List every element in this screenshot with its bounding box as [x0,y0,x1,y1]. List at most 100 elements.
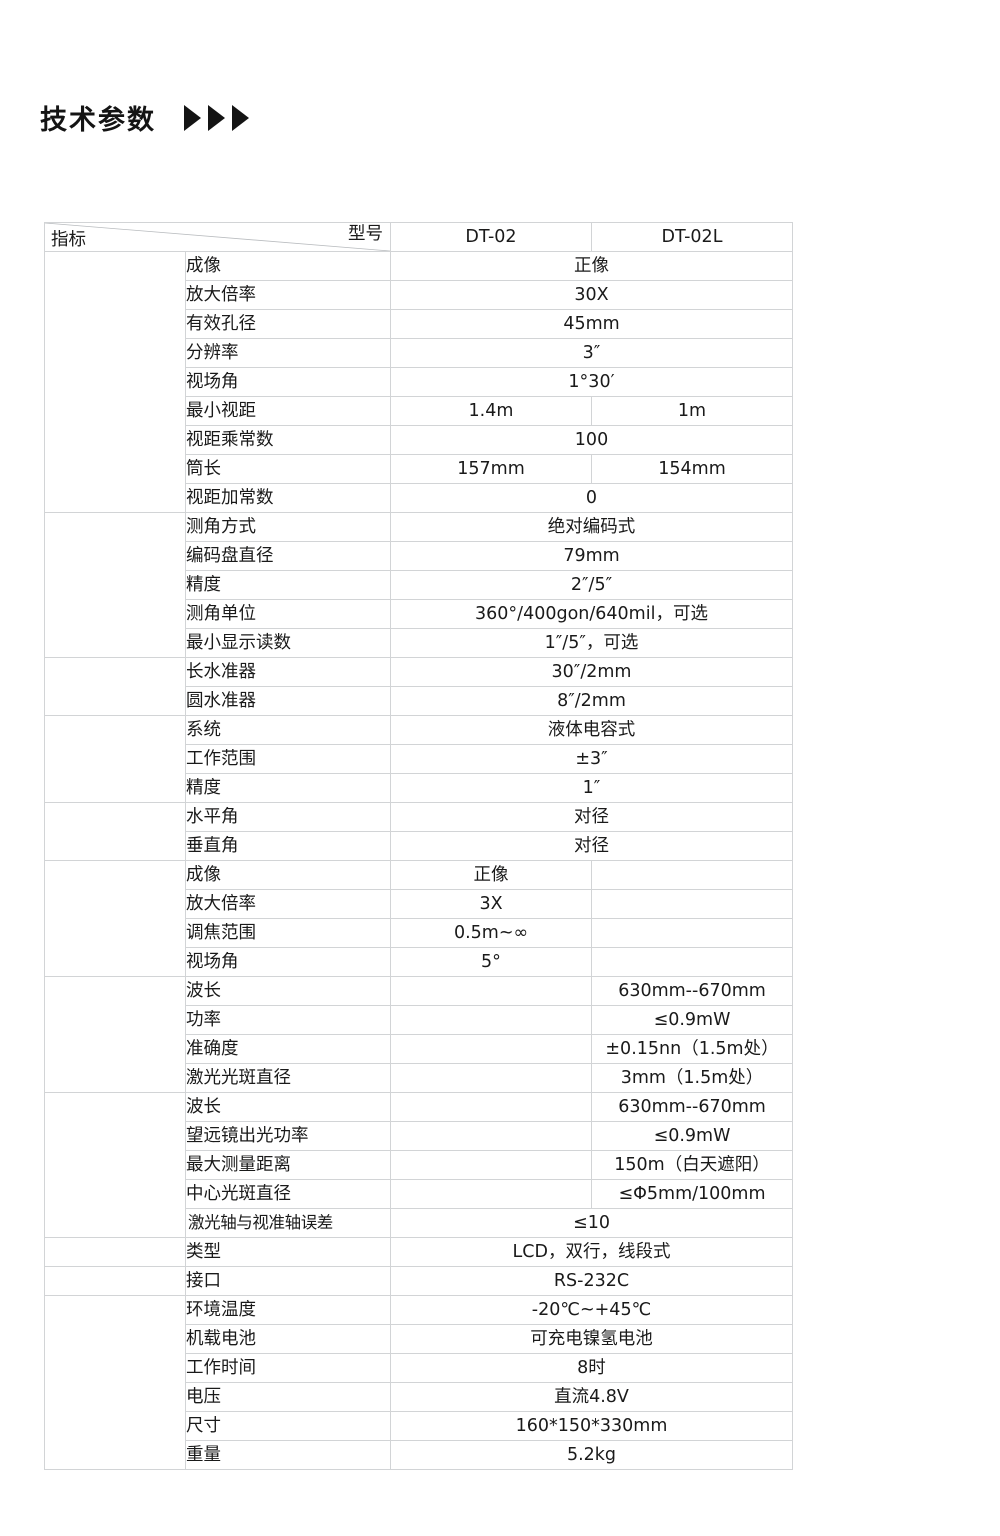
spec-value-shared: 0 [390,483,793,513]
spec-item-label: 调焦范围 [185,918,391,948]
spec-value-shared: 360°/400gon/640mil，可选 [390,599,793,629]
spec-item-label: 分辨率 [185,338,391,368]
spec-value-shared: 液体电容式 [390,715,793,745]
spec-item-label: 有效孔径 [185,309,391,339]
spec-value-shared: 绝对编码式 [390,512,793,542]
group-label-cell: 物理特征 [44,1295,186,1470]
header-corner-cell: 指标 型号 [44,222,391,252]
spec-item-label: 长水准器 [185,657,391,687]
header-diagonal-divider [45,223,390,251]
group-label-cell: 激光管技 术指标 [44,1092,186,1238]
spec-value-dt02 [390,1179,592,1209]
group-label-cell: 望远镜 [44,251,186,513]
spec-value-dt02l [591,918,793,948]
spec-table-container: 指标 型号 DT-02 DT-02L 望远镜 成像 正像 放大倍率 30X 有效孔径 45mm 分辨率… [44,222,793,1470]
spec-value-shared: 30″/2mm [390,657,793,687]
spec-item-label: 工作范围 [185,744,391,774]
spec-value-shared: 79mm [390,541,793,571]
table-row: 测角单位 360°/400gon/640mil，可选 [45,599,793,629]
spec-value-dt02 [390,976,592,1006]
table-row: 工作时间 8时 [45,1353,793,1383]
spec-value-shared: 30X [390,280,793,310]
spec-item-label: 最小显示读数 [185,628,391,658]
spec-item-label: 放大倍率 [185,280,391,310]
model-column-header-2: DT-02L [591,222,793,252]
spec-item-label: 望远镜出光功率 [185,1121,391,1151]
model-column-header-1: DT-02 [390,222,592,252]
spec-value-shared: 2″/5″ [390,570,793,600]
table-row: 调焦范围 0.5m~∞ [45,918,793,948]
spec-value-dt02 [390,1121,592,1151]
spec-value-shared: ≤10 [390,1208,793,1238]
spec-item-label: 类型 [185,1237,391,1267]
spec-value-shared: 可充电镍氢电池 [390,1324,793,1354]
group-label-cell: 光学对中器 [44,860,186,977]
table-row: 尺寸 160*150*330mm [45,1411,793,1441]
table-row: 工作范围 ±3″ [45,744,793,774]
table-row: 重量 5.2kg [45,1440,793,1470]
table-row: 自动垂直 补偿器 系统 液体电容式 [44,715,793,803]
table-row: 最小显示读数 1″/5″，可选 [45,628,793,658]
spec-value-dt02l: ±0.15nn（1.5m处） [591,1034,793,1064]
spec-value-shared: 45mm [390,309,793,339]
spec-value-shared: LCD，双行，线段式 [390,1237,793,1267]
spec-item-label: 波长 [185,976,391,1006]
spec-value-dt02 [390,1150,592,1180]
spec-value-dt02: 正像 [390,860,592,890]
table-row: 放大倍率 30X [45,280,793,310]
spec-item-label: 最大测量距离 [185,1150,391,1180]
spec-table: 指标 型号 DT-02 DT-02L 望远镜 成像 正像 放大倍率 30X 有效孔径 45mm 分辨率… [44,222,793,1470]
table-row: 精度 1″ [45,773,793,803]
spec-value-shared: 160*150*330mm [390,1411,793,1441]
spec-value-dt02l: 150m（白天遮阳） [591,1150,793,1180]
table-row: 望远镜 成像 正像 [44,251,793,513]
spec-value-shared: 5.2kg [390,1440,793,1470]
spec-value-shared: RS-232C [390,1266,793,1296]
table-header-row: 指标 型号 DT-02 DT-02L [44,222,793,252]
group-label-cell: 激光对中器 [44,976,186,1093]
spec-value-dt02l: 154mm [591,454,793,484]
spec-value-dt02: 1.4m [390,396,592,426]
group-label-cell: 测角部分 [44,512,186,658]
spec-item-label: 成像 [185,860,391,890]
table-row: 筒长 157mm 154mm [45,454,793,484]
spec-item-label: 垂直角 [185,831,391,861]
spec-value-dt02 [390,1034,592,1064]
table-row: 视场角 5° [45,947,793,977]
spec-value-shared: -20℃~+45℃ [390,1295,793,1325]
spec-item-label: 接口 [185,1266,391,1296]
group-label-cell: 自动垂直 补偿器 [44,715,186,803]
table-row: 功率 ≤0.9mW [45,1005,793,1035]
spec-value-shared: 1°30′ [390,367,793,397]
spec-item-label: 视场角 [185,367,391,397]
spec-item-label: 精度 [185,773,391,803]
spec-item-label: 筒长 [185,454,391,484]
table-row: 测角部分 测角方式 绝对编码式 [44,512,793,658]
group-label-cell: 数据输入输出 [44,1266,186,1296]
triangle-right-icon [208,104,225,131]
table-row: 激光对中器 波长 630mm--670mm [44,976,793,1093]
table-row: 显示器 类型 LCD，双行，线段式 [44,1237,793,1267]
spec-item-label: 精度 [185,570,391,600]
spec-item-label: 成像 [185,251,391,281]
table-row: 望远镜出光功率 ≤0.9mW [45,1121,793,1151]
spec-item-label: 尺寸 [185,1411,391,1441]
table-row: 水准器 长水准器 30″/2mm [44,657,793,716]
spec-item-label: 系统 [185,715,391,745]
spec-value-shared: 8″/2mm [390,686,793,716]
spec-value-dt02l: ≤0.9mW [591,1121,793,1151]
group-label-cell: 显示器 [44,1237,186,1267]
table-row: 编码盘直径 79mm [45,541,793,571]
spec-value-dt02: 5° [390,947,592,977]
spec-item-label: 视场角 [185,947,391,977]
spec-value-dt02: 0.5m~∞ [390,918,592,948]
triangle-right-icon [184,104,201,131]
spec-value-shared: 对径 [390,802,793,832]
spec-value-shared: 3″ [390,338,793,368]
spec-item-label: 圆水准器 [185,686,391,716]
spec-value-shared: ±3″ [390,744,793,774]
group-label-cell: 探测方式 [44,802,186,861]
spec-item-label: 机载电池 [185,1324,391,1354]
spec-value-shared: 直流4.8V [390,1382,793,1412]
spec-value-shared: 1″/5″，可选 [390,628,793,658]
